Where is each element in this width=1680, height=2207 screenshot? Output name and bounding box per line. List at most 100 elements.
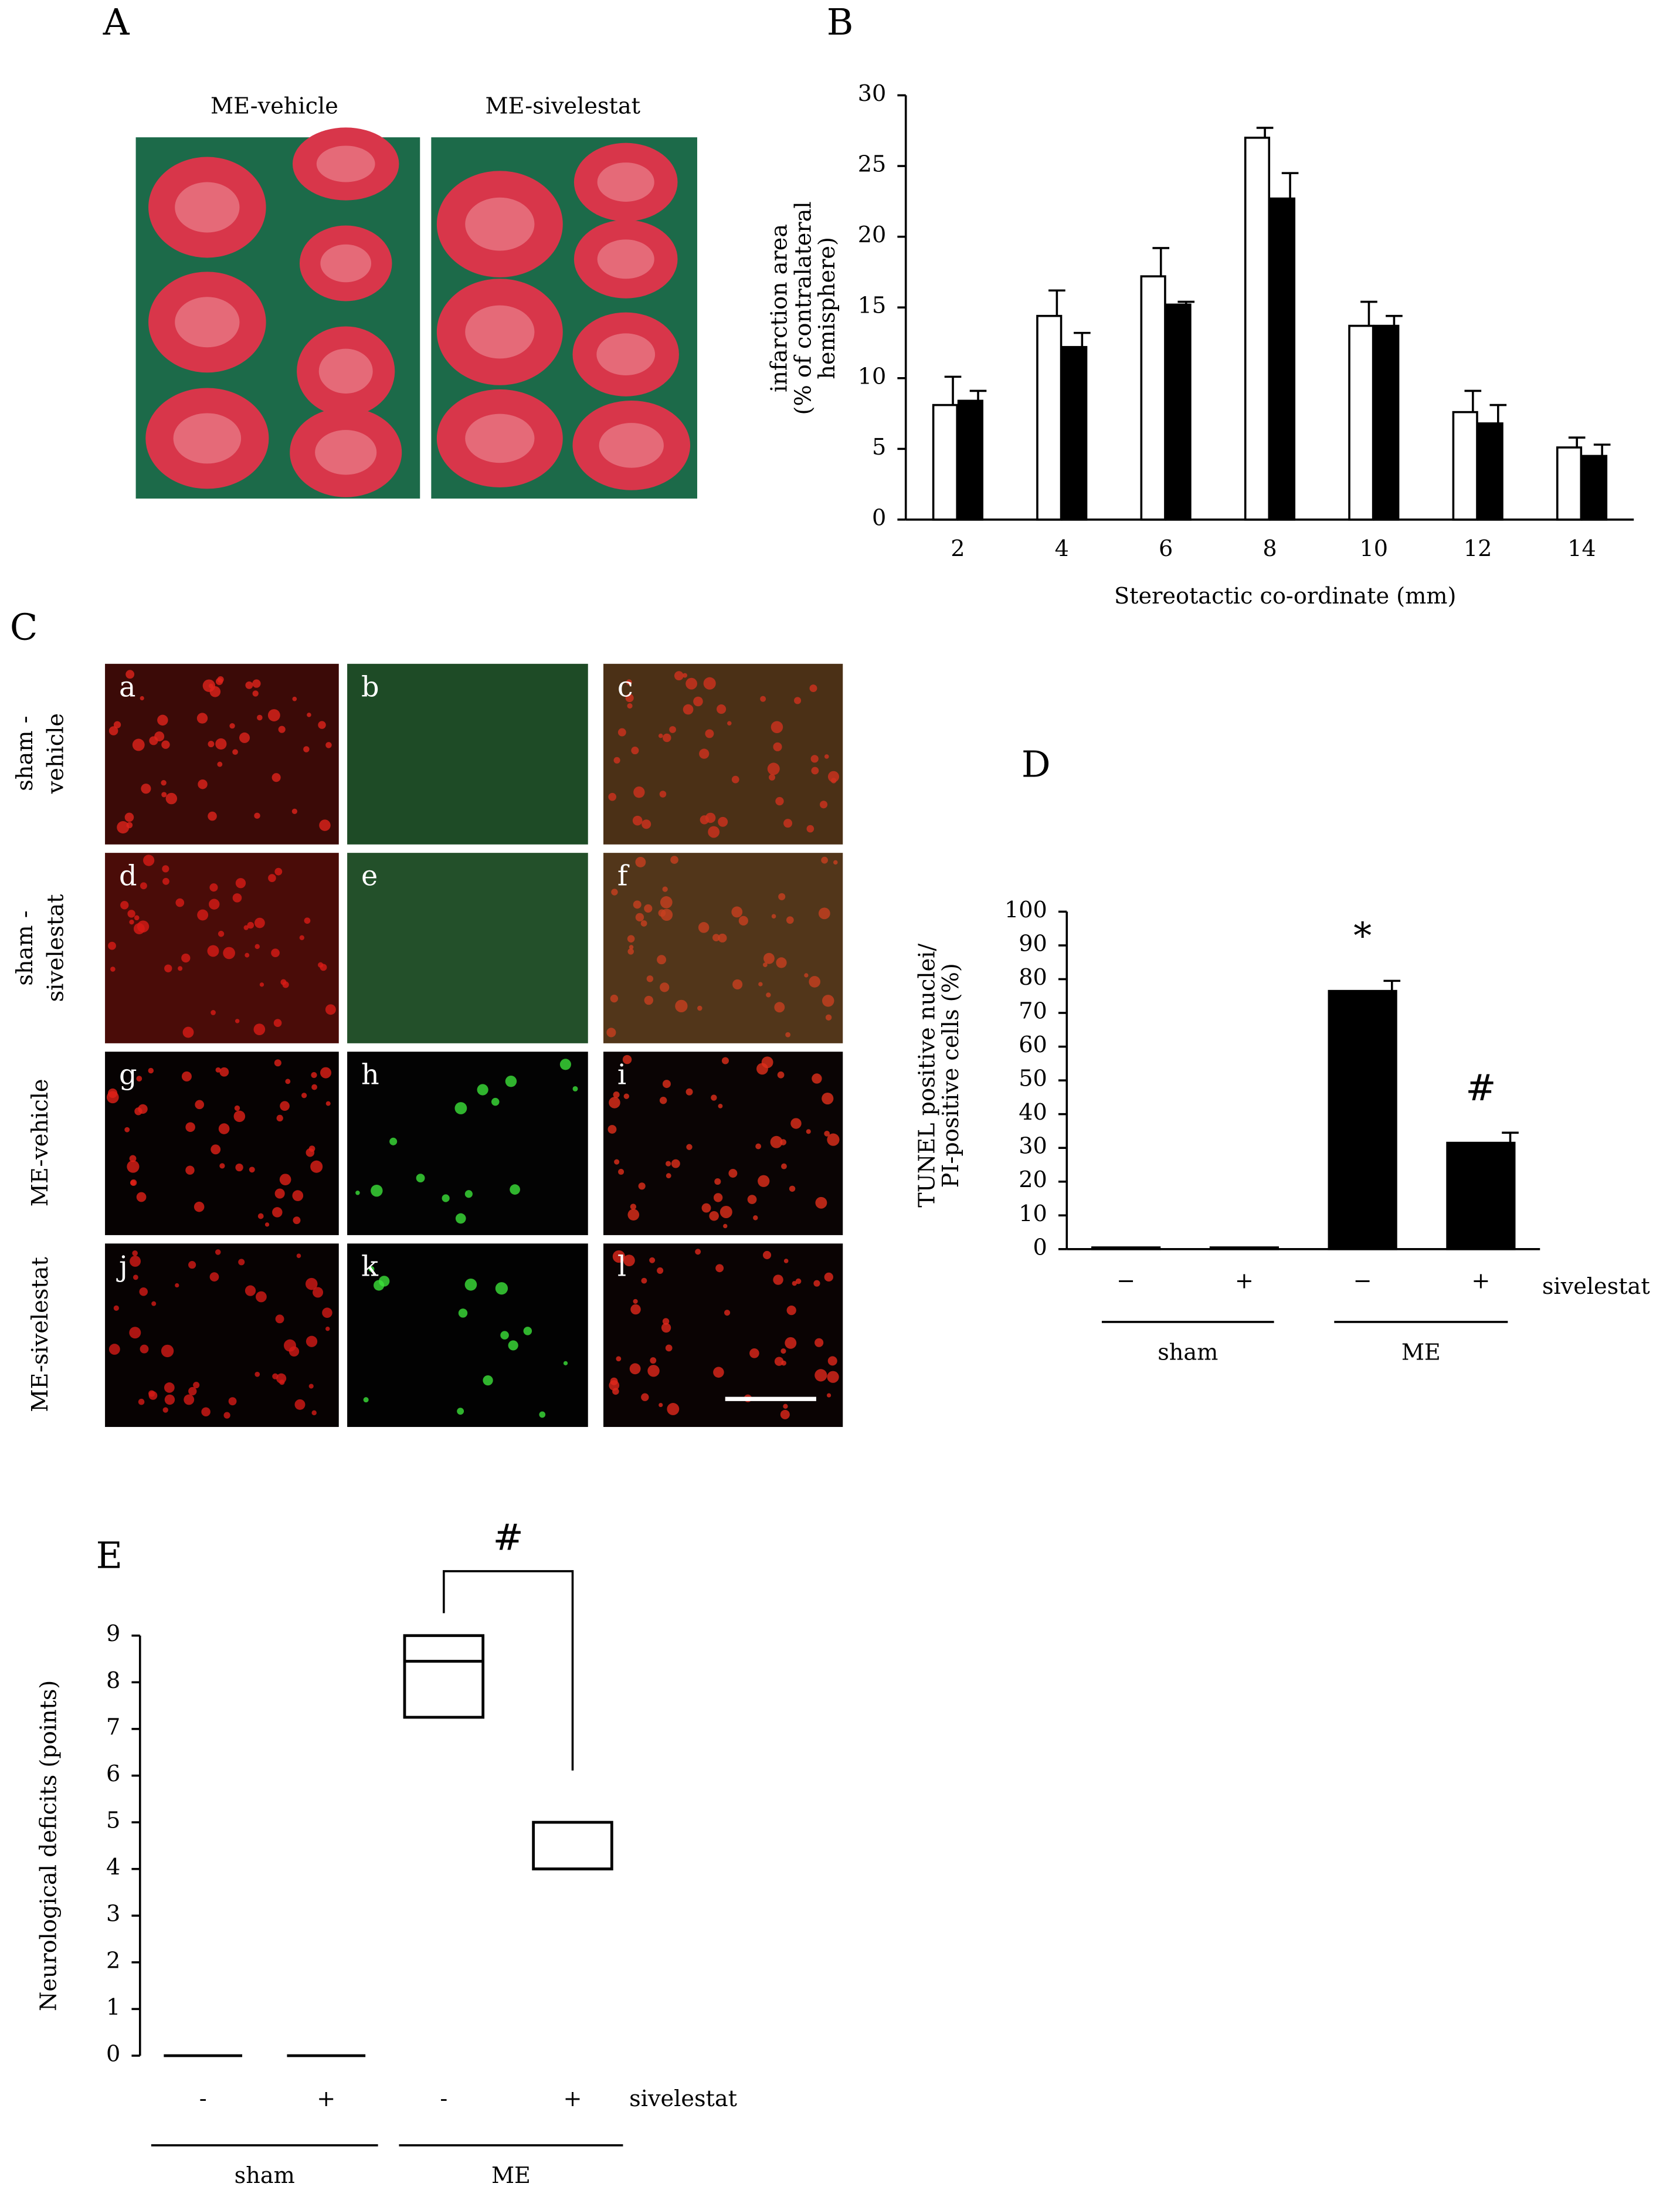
cell xyxy=(138,1104,148,1114)
cell xyxy=(622,1055,632,1064)
cell xyxy=(705,729,714,738)
cell xyxy=(310,1160,323,1173)
cell xyxy=(713,1193,723,1202)
cell xyxy=(795,1278,802,1284)
cell xyxy=(609,1380,620,1391)
micrograph xyxy=(603,853,843,1043)
cell xyxy=(164,1394,175,1405)
cell xyxy=(827,1371,839,1383)
cell xyxy=(721,1057,729,1064)
cell xyxy=(245,952,250,958)
factor-label: sivelestat xyxy=(1542,1274,1651,1300)
y-tick-label: 25 xyxy=(858,152,887,178)
cell xyxy=(790,1118,802,1129)
cell xyxy=(139,1287,148,1296)
cell xyxy=(162,877,169,885)
cell xyxy=(318,962,324,968)
cell xyxy=(661,1323,671,1333)
y-tick-label: 20 xyxy=(1019,1167,1047,1193)
cell xyxy=(143,855,155,866)
cell xyxy=(773,742,782,751)
cell xyxy=(789,1185,796,1192)
slice-highlight xyxy=(597,162,654,202)
slice-highlight xyxy=(320,244,372,283)
cell xyxy=(660,908,673,921)
cell xyxy=(660,982,670,992)
panel-label: B xyxy=(827,1,854,43)
cell xyxy=(755,1143,762,1150)
cell xyxy=(640,920,647,927)
cell xyxy=(659,1402,663,1408)
cell xyxy=(644,904,653,913)
cell xyxy=(267,709,280,721)
bar xyxy=(1452,411,1478,521)
bar xyxy=(1581,455,1608,521)
cell xyxy=(632,815,643,826)
cell xyxy=(658,733,663,738)
slice-highlight xyxy=(175,182,240,233)
x-tick-label: 14 xyxy=(1567,536,1596,562)
cell xyxy=(311,1072,317,1079)
cell-label: c xyxy=(617,671,633,703)
cell xyxy=(667,1403,680,1415)
cell xyxy=(820,801,828,809)
cell xyxy=(264,1222,270,1227)
cell xyxy=(563,1361,568,1365)
bar xyxy=(1140,275,1166,521)
cell xyxy=(657,955,667,965)
y-tick-label: 0 xyxy=(1033,1235,1047,1260)
cell xyxy=(136,1076,142,1082)
bar xyxy=(1209,1246,1279,1250)
cell xyxy=(629,1363,641,1375)
cell xyxy=(161,740,170,749)
cell xyxy=(633,1299,638,1304)
cell xyxy=(724,1310,731,1316)
cell xyxy=(151,1301,157,1306)
cell xyxy=(727,721,732,726)
cell xyxy=(185,1165,195,1175)
cell xyxy=(662,1318,670,1325)
cell-label: k xyxy=(361,1251,379,1283)
cell xyxy=(775,796,784,806)
significance-mark: * xyxy=(1353,914,1372,957)
cell xyxy=(783,819,793,828)
cell xyxy=(814,1369,827,1382)
cell xyxy=(161,779,167,786)
cell xyxy=(781,1360,786,1366)
cell xyxy=(306,1148,315,1157)
cell xyxy=(633,786,645,798)
cell xyxy=(627,703,633,709)
cell xyxy=(665,1344,673,1352)
cell xyxy=(154,731,165,742)
cell xyxy=(235,1163,243,1172)
cell xyxy=(761,1056,773,1069)
cell xyxy=(280,979,287,985)
cell xyxy=(650,1357,657,1364)
bar xyxy=(957,399,983,521)
cell xyxy=(758,982,763,986)
cell xyxy=(824,1131,830,1137)
cell xyxy=(257,714,263,721)
factor-label: sivelestat xyxy=(629,2086,738,2112)
slice-highlight xyxy=(465,413,535,463)
cell xyxy=(774,1002,785,1013)
cell xyxy=(617,728,626,737)
cell-label: l xyxy=(617,1251,626,1283)
cell xyxy=(245,1285,256,1296)
cell xyxy=(110,967,116,972)
cell xyxy=(804,973,809,978)
cell xyxy=(495,1282,508,1295)
cell xyxy=(693,696,703,707)
cell xyxy=(254,944,260,950)
bar xyxy=(1244,137,1271,521)
cell xyxy=(211,1010,216,1015)
cell xyxy=(113,721,121,728)
cell xyxy=(607,1125,617,1134)
slice-highlight xyxy=(599,423,664,468)
cell xyxy=(723,1223,728,1229)
y-axis-label: Neurological deficits (points) xyxy=(36,1680,62,2011)
significance-mark: # xyxy=(1465,1066,1496,1109)
cell xyxy=(108,941,116,950)
cell xyxy=(711,1094,717,1101)
panel-label: E xyxy=(96,1534,123,1577)
